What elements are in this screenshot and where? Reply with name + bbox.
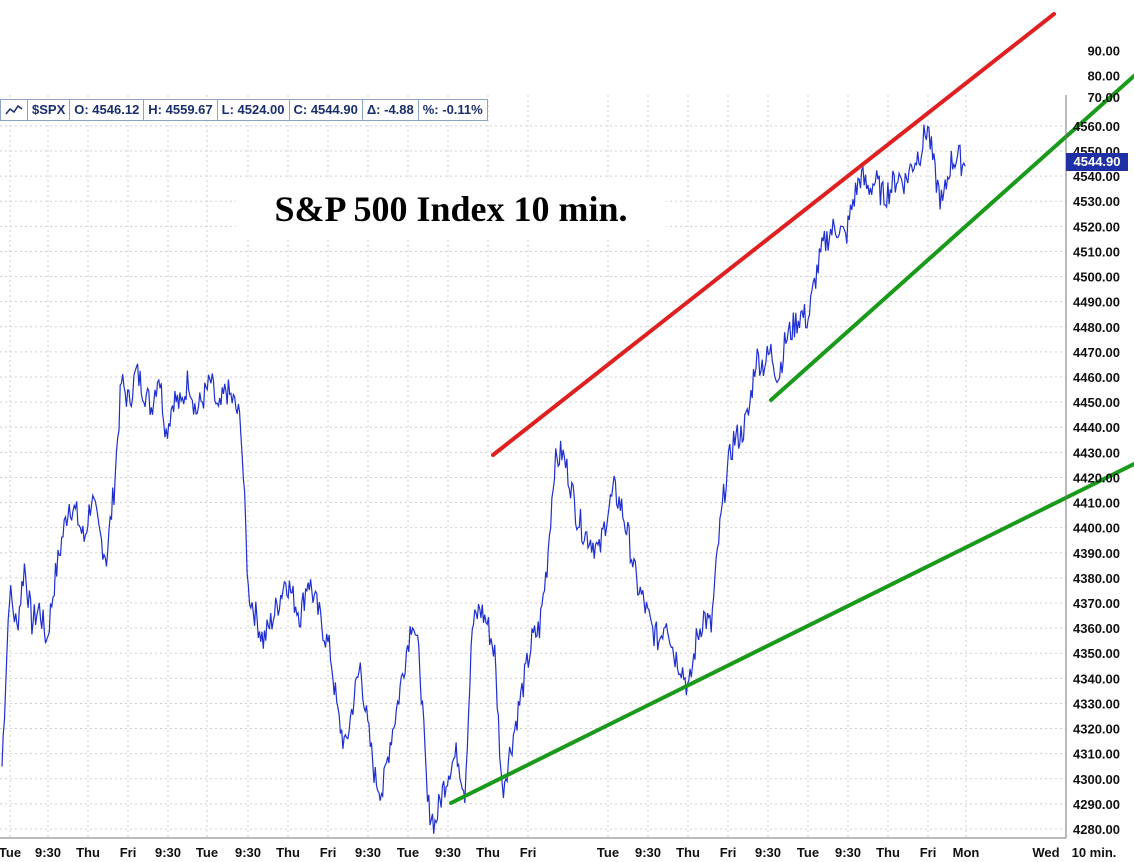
x-tick-label: Thu — [876, 845, 900, 860]
y-tick-label: 4560.00 — [1073, 119, 1120, 134]
y-axis: 4280.00 4290.00 4300.00 4310.00 4320.00 4330.… — [1065, 44, 1120, 838]
high-value: H: 4559.67 — [144, 100, 218, 120]
chart-type-icon[interactable] — [1, 100, 28, 120]
y-tick-label: 4280.00 — [1073, 822, 1120, 837]
y-tick-label: 4380.00 — [1073, 571, 1120, 586]
x-tick-label: Thu — [476, 845, 500, 860]
x-tick-label: Mon — [953, 845, 980, 860]
x-tick-label: 9:30 — [435, 845, 461, 860]
x-tick-label: 9:30 — [635, 845, 661, 860]
close-value: C: 4544.90 — [290, 100, 363, 120]
price-series — [1, 124, 966, 834]
y-tick-label: 4400.00 — [1073, 521, 1120, 536]
y-tick-label: 4340.00 — [1073, 671, 1120, 686]
percent-value: %: -0.11% — [422, 102, 483, 117]
y-tick-label: 4500.00 — [1073, 270, 1120, 285]
x-tick-label: Wed — [1032, 845, 1059, 860]
x-tick-label: Tue — [0, 845, 21, 860]
x-tick-label: Thu — [676, 845, 700, 860]
x-tick-label: 9:30 — [835, 845, 861, 860]
support-trendline — [449, 462, 1134, 805]
x-tick-label: 9:30 — [35, 845, 61, 860]
chart-title: S&P 500 Index 10 min. — [274, 189, 628, 229]
y-tick-label: 70.00 — [1087, 90, 1120, 105]
change-value: Δ: -4.88 — [363, 100, 419, 120]
x-tick-label: 10 min. — [1072, 845, 1117, 860]
y-tick-label: 4450.00 — [1073, 395, 1120, 410]
support-trendline — [769, 74, 1134, 402]
x-tick-label: Tue — [797, 845, 819, 860]
y-tick-label: 4460.00 — [1073, 370, 1120, 385]
y-tick-label: 4300.00 — [1073, 772, 1120, 787]
symbol-label[interactable]: $SPX — [28, 100, 71, 120]
y-tick-label: 4320.00 — [1073, 722, 1120, 737]
y-tick-label: 4470.00 — [1073, 345, 1120, 360]
y-tick-label: 4510.00 — [1073, 244, 1120, 259]
y-tick-label: 4350.00 — [1073, 646, 1120, 661]
y-tick-label: 4490.00 — [1073, 295, 1120, 310]
x-tick-label: Fri — [920, 845, 937, 860]
y-tick-label: 4540.00 — [1073, 169, 1120, 184]
y-tick-label: 4290.00 — [1073, 797, 1120, 812]
x-tick-label: 9:30 — [355, 845, 381, 860]
y-tick-label: 4480.00 — [1073, 320, 1120, 335]
x-tick-label: Tue — [397, 845, 419, 860]
y-tick-label: 4520.00 — [1073, 219, 1120, 234]
last-price-badge: 4544.90 — [1066, 153, 1128, 171]
y-tick-label: 90.00 — [1087, 44, 1120, 59]
x-tick-label: Fri — [520, 845, 537, 860]
trendlines — [449, 12, 1134, 805]
y-tick-label: 80.00 — [1087, 69, 1120, 84]
x-tick-label: Thu — [76, 845, 100, 860]
price-line — [1, 124, 966, 834]
y-tick-label: 4310.00 — [1073, 747, 1120, 762]
quote-toolbar: $SPX O: 4546.12 H: 4559.67 L: 4524.00 C:… — [0, 99, 488, 121]
x-tick-label: Thu — [276, 845, 300, 860]
y-tick-label: 4330.00 — [1073, 696, 1120, 711]
low-value: L: 4524.00 — [218, 100, 290, 120]
x-tick-label: Tue — [597, 845, 619, 860]
x-tick-label: 9:30 — [155, 845, 181, 860]
grid — [0, 95, 1066, 838]
y-tick-label: 4420.00 — [1073, 470, 1120, 485]
x-tick-label: 9:30 — [755, 845, 781, 860]
open-value: O: 4546.12 — [70, 100, 145, 120]
y-tick-label: 4360.00 — [1073, 621, 1120, 636]
x-axis: Tue 9:30 Thu Fri 9:30 Tue 9:30 Thu Fri 9:30 Tue 9:3… — [0, 837, 1117, 860]
y-tick-label: 4440.00 — [1073, 420, 1120, 435]
x-tick-label: 9:30 — [235, 845, 261, 860]
y-tick-label: 4410.00 — [1073, 496, 1120, 511]
x-tick-label: Fri — [320, 845, 337, 860]
x-tick-label: Tue — [196, 845, 218, 860]
y-tick-label: 4430.00 — [1073, 445, 1120, 460]
y-tick-label: 4390.00 — [1073, 546, 1120, 561]
x-tick-label: Fri — [120, 845, 137, 860]
y-tick-label: 4530.00 — [1073, 194, 1120, 209]
y-tick-label: 4370.00 — [1073, 596, 1120, 611]
resistance-trendline — [491, 12, 1056, 457]
x-tick-label: Fri — [720, 845, 737, 860]
chart-title-box: S&P 500 Index 10 min. — [236, 178, 666, 240]
